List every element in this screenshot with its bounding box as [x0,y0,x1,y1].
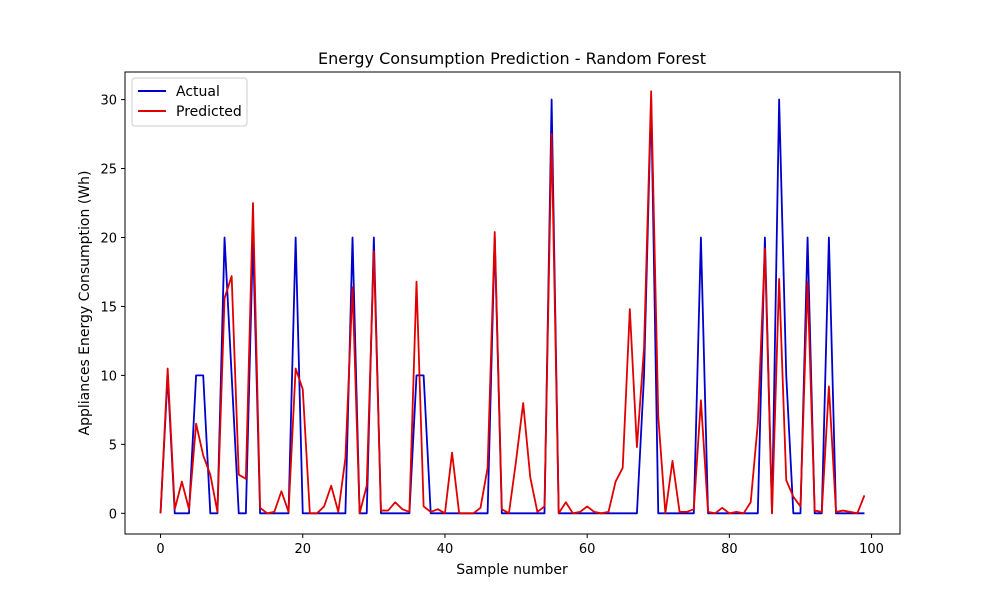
x-tick-label: 80 [721,542,738,557]
y-tick-label: 25 [100,163,117,178]
series-line-actual [159,98,865,515]
y-tick-label: 0 [109,507,117,522]
y-tick-label: 20 [100,231,117,246]
y-tick-label: 30 [100,94,117,109]
legend-label-actual: Actual [176,84,220,100]
y-tick-label: 15 [100,300,117,315]
y-axis: 0 5 10 15 20 25 30 [100,94,125,522]
x-axis: 0 20 40 60 80 100 [156,534,884,557]
y-tick-label: 5 [109,438,117,453]
y-axis-label: Appliances Energy Consumption (Wh) [77,171,93,436]
x-axis-label: Sample number [456,562,568,578]
legend: Actual Predicted [131,77,248,127]
x-tick-label: 40 [437,542,454,557]
x-tick-label: 100 [859,542,884,557]
series-layer [159,90,866,515]
series-line-predicted [159,90,866,515]
plot-frame [124,71,901,535]
x-tick-label: 60 [579,542,596,557]
x-tick-label: 0 [156,542,164,557]
chart-title: Energy Consumption Prediction - Random F… [318,49,706,68]
y-tick-label: 10 [100,369,117,384]
x-tick-label: 20 [294,542,311,557]
legend-label-predicted: Predicted [176,104,242,120]
